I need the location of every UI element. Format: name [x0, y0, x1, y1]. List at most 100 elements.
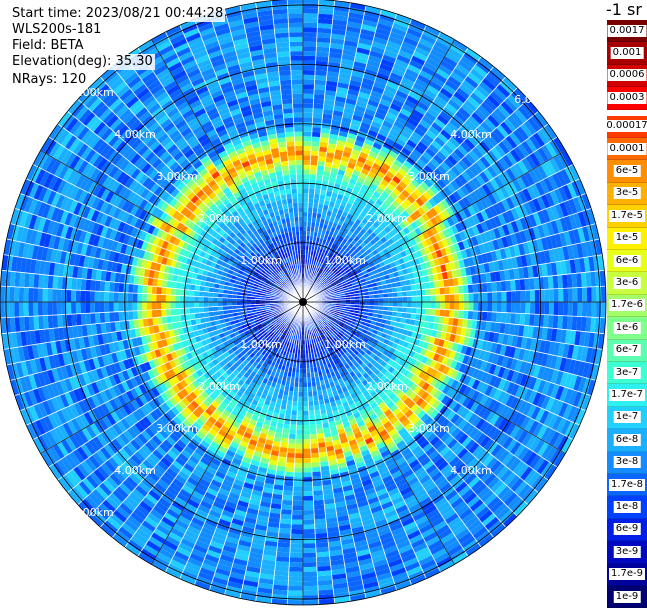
- beta-cell: [464, 302, 469, 311]
- beta-cell: [287, 600, 303, 605]
- beta-cell: [492, 302, 497, 312]
- beta-cell: [317, 433, 325, 439]
- beta-cell: [289, 572, 303, 577]
- beta-cell: [440, 309, 445, 317]
- beta-cell: [303, 515, 314, 520]
- beta-cell: [109, 292, 114, 302]
- beta-cell: [303, 449, 311, 454]
- beta-cell: [38, 302, 43, 316]
- beta-cell: [123, 283, 129, 293]
- beta-cell: [587, 302, 592, 317]
- beta-cell: [0, 286, 5, 302]
- beta-cell: [473, 311, 478, 320]
- beta-cell: [288, 590, 303, 595]
- beta-cell: [303, 543, 316, 548]
- beta-cell: [199, 307, 204, 313]
- beta-cell: [222, 302, 227, 306]
- beta-cell: [190, 290, 195, 296]
- beta-cell: [289, 557, 303, 562]
- beta-cell: [291, 520, 303, 525]
- beta-cell: [204, 297, 209, 302]
- beta-cell: [515, 313, 521, 325]
- beta-cell: [287, 595, 303, 600]
- beta-cell: [133, 293, 138, 302]
- beta-cell: [303, 378, 307, 383]
- beta-cell: [497, 302, 502, 312]
- beta-cell: [303, 444, 311, 449]
- beta-cell: [303, 529, 315, 534]
- beta-cell: [317, 438, 325, 444]
- beta-cell: [303, 496, 313, 501]
- beta-cell: [194, 296, 199, 302]
- beta-cell: [402, 302, 407, 308]
- beta-cell: [104, 281, 110, 292]
- beta-cell: [0, 302, 5, 318]
- beta-cell: [109, 282, 115, 292]
- beta-cell: [491, 312, 497, 322]
- beta-cell: [138, 285, 143, 294]
- beta-cell: [282, 495, 293, 501]
- beta-cell: [430, 309, 435, 316]
- beta-cell: [299, 378, 303, 383]
- beta-cell: [309, 424, 316, 429]
- beta-cell: [296, 430, 303, 435]
- beta-cell: [303, 586, 318, 591]
- beta-cell: [24, 287, 29, 302]
- beta-cell: [477, 311, 483, 321]
- beta-cell: [204, 302, 209, 307]
- beta-cell: [303, 553, 316, 558]
- beta-cell: [303, 557, 317, 562]
- beta-cell: [282, 433, 290, 439]
- beta-cell: [303, 425, 310, 430]
- beta-cell: [601, 302, 606, 318]
- beta-cell: [482, 311, 488, 321]
- beta-cell: [311, 457, 320, 462]
- beta-cell: [71, 314, 77, 326]
- beta-cell: [297, 416, 303, 421]
- beta-cell: [283, 424, 290, 430]
- beta-cell: [450, 302, 455, 310]
- beta-cell: [292, 406, 298, 411]
- beta-cell: [171, 281, 177, 288]
- beta-cell: [66, 302, 71, 314]
- beta-cell: [9, 302, 14, 317]
- beta-cell: [199, 291, 204, 297]
- beta-cell: [171, 288, 176, 295]
- beta-cell: [303, 416, 309, 421]
- beta-cell: [280, 519, 292, 525]
- beta-cell: [291, 410, 297, 415]
- beta-cell: [303, 510, 314, 515]
- beta-cell: [303, 472, 312, 477]
- beta-cell: [199, 302, 204, 308]
- beta-cell: [311, 448, 319, 453]
- beta-cell: [298, 397, 303, 402]
- beta-cell: [303, 567, 317, 572]
- beta-cell: [161, 309, 166, 317]
- beta-cell: [303, 482, 313, 487]
- beta-cell: [279, 523, 291, 529]
- beta-cell: [303, 590, 318, 595]
- beta-cell: [426, 302, 431, 309]
- beta-cell: [128, 302, 133, 311]
- beta-cell: [383, 302, 388, 307]
- beta-cell: [288, 576, 303, 581]
- beta-cell: [156, 294, 161, 302]
- beta-cell: [170, 302, 175, 309]
- beta-cell: [582, 302, 587, 317]
- beta-cell: [425, 315, 431, 322]
- beta-cell: [558, 302, 563, 316]
- beta-cell: [175, 295, 180, 302]
- beta-cell: [303, 439, 310, 444]
- beta-cell: [137, 293, 142, 302]
- beta-cell: [208, 302, 213, 307]
- beta-cell: [284, 481, 294, 487]
- beta-cell: [166, 309, 171, 317]
- beta-cell: [80, 302, 85, 314]
- beta-cell: [314, 519, 326, 525]
- beta-cell: [487, 302, 492, 312]
- beta-cell: [194, 291, 199, 297]
- beta-cell: [417, 302, 422, 308]
- beta-cell: [313, 486, 323, 492]
- beta-cell: [281, 505, 292, 511]
- beta-cell: [171, 315, 177, 322]
